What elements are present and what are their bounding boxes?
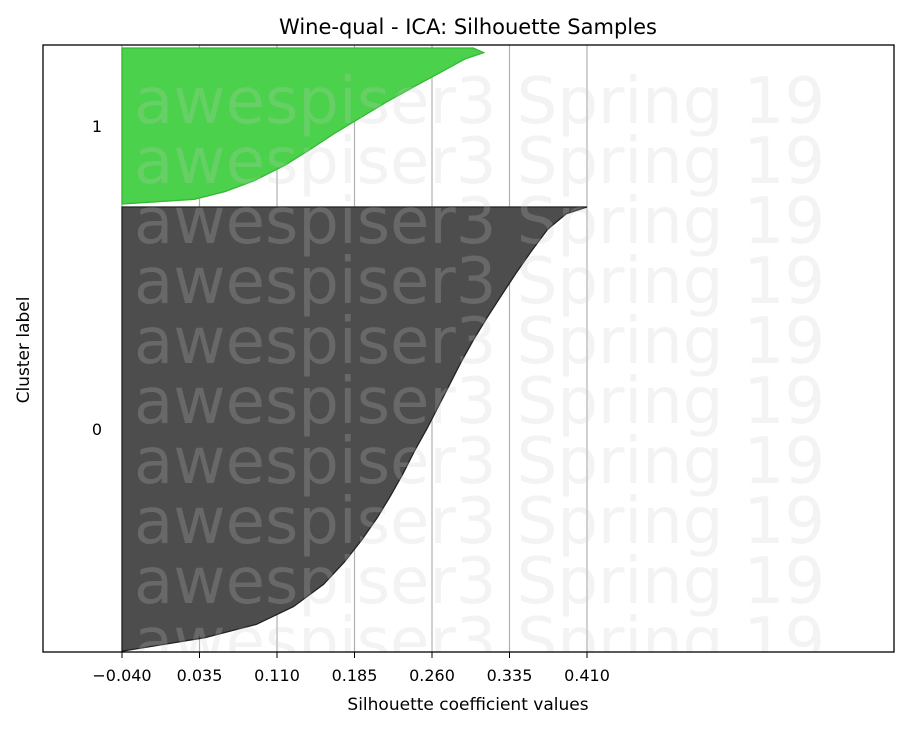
- cluster-0-area: [121, 206, 588, 652]
- x-tick-label: 0.035: [177, 666, 223, 685]
- watermark-text: awespiser3 Spring 19: [134, 485, 825, 559]
- y-axis-ticks: 01: [92, 117, 102, 439]
- cluster-1-area: [121, 47, 486, 205]
- watermark-text: awespiser3 Spring 19: [134, 545, 825, 619]
- watermark-text: awespiser3 Spring 19: [134, 65, 825, 139]
- watermark-text: awespiser3 Spring 19: [134, 605, 825, 679]
- x-tick-label: 0.335: [487, 666, 533, 685]
- cluster-label-0: 0: [92, 420, 102, 439]
- x-axis-ticks: −0.040 0.035 0.110 0.185 0.260 0.335 0.410: [92, 652, 610, 685]
- watermark-text: awespiser3 Spring 19: [134, 305, 825, 379]
- x-axis-label: Silhouette coefficient values: [347, 695, 588, 715]
- watermark-text: awespiser3 Spring 19: [134, 425, 825, 499]
- x-tick-label: −0.040: [92, 666, 151, 685]
- silhouette-areas: [121, 47, 588, 652]
- plot-frame: [42, 44, 895, 653]
- chart-title: Wine-qual - ICA: Silhouette Samples: [279, 15, 657, 39]
- watermark-text: awespiser3 Spring 19: [134, 365, 825, 439]
- x-tick-label: 0.110: [254, 666, 300, 685]
- x-tick-label: 0.260: [409, 666, 455, 685]
- y-axis-label: Cluster label: [14, 297, 34, 404]
- watermark-text: awespiser3 Spring 19: [134, 185, 825, 259]
- watermark-text: awespiser3 Spring 19: [134, 245, 825, 319]
- cluster-label-1: 1: [92, 117, 102, 136]
- x-tick-label: 0.185: [332, 666, 378, 685]
- watermark-text: awespiser3 Spring 19: [134, 125, 825, 199]
- x-tick-label: 0.410: [564, 666, 610, 685]
